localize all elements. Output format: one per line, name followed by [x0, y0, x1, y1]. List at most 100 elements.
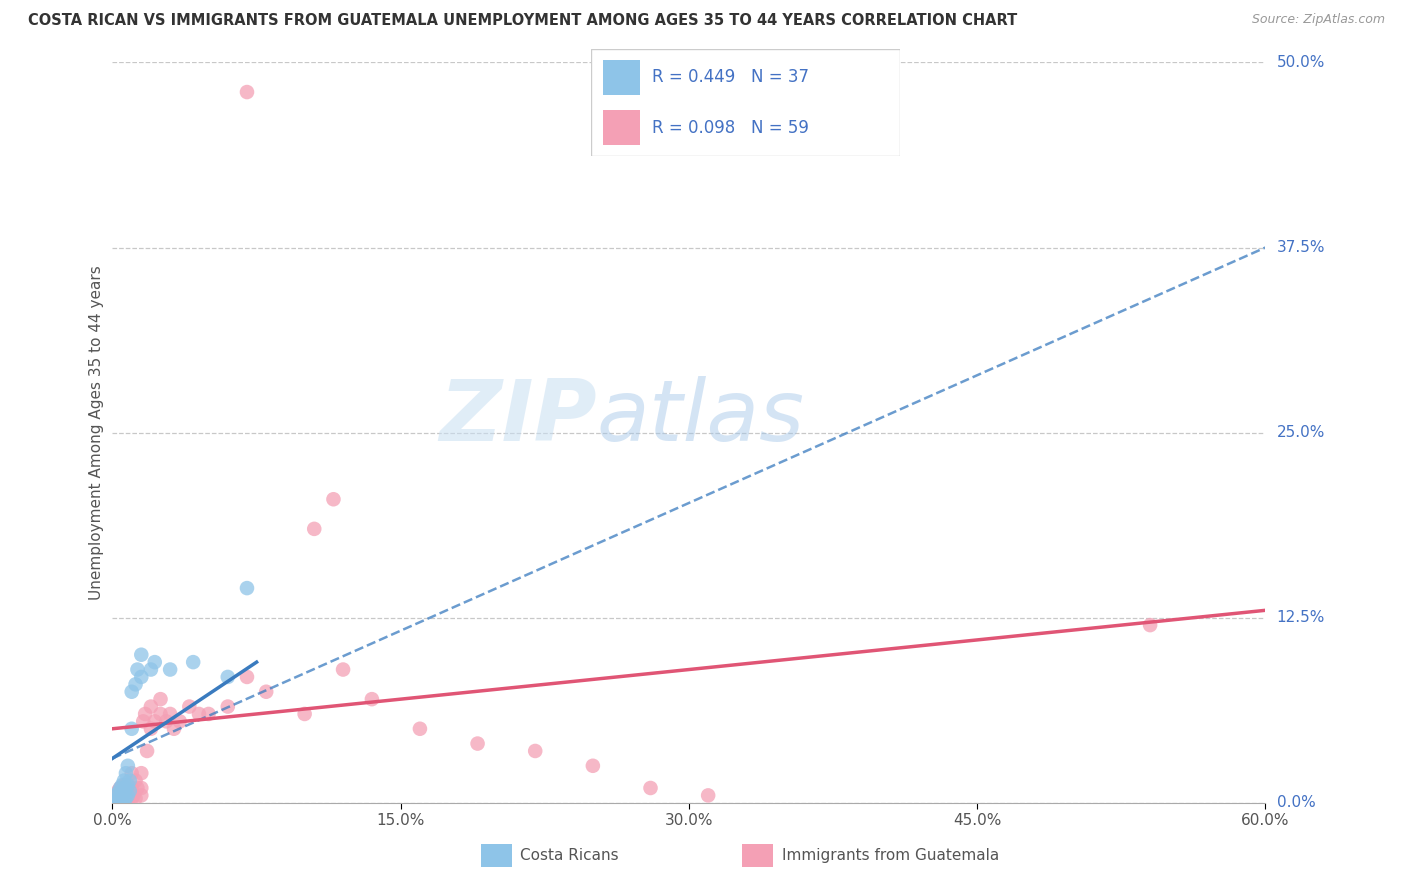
Point	[107, 791, 129, 805]
Point	[111, 789, 134, 803]
Point	[697, 789, 720, 803]
Point	[112, 773, 135, 788]
Point	[105, 796, 128, 810]
Point	[112, 793, 135, 807]
Point	[111, 796, 134, 810]
Bar	[603, 60, 640, 95]
Point	[134, 706, 156, 721]
Text: Immigrants from Guatemala: Immigrants from Guatemala	[782, 848, 1000, 863]
Text: COSTA RICAN VS IMMIGRANTS FROM GUATEMALA UNEMPLOYMENT AMONG AGES 35 TO 44 YEARS : COSTA RICAN VS IMMIGRANTS FROM GUATEMALA…	[28, 13, 1018, 29]
Point	[236, 85, 259, 99]
Point	[111, 784, 134, 798]
Point	[188, 706, 211, 721]
Point	[117, 796, 139, 810]
Point	[108, 793, 131, 807]
Point	[1139, 618, 1161, 632]
Text: 25.0%: 25.0%	[1277, 425, 1324, 440]
Point	[112, 778, 135, 792]
Text: Source: ZipAtlas.com: Source: ZipAtlas.com	[1251, 13, 1385, 27]
Point	[105, 793, 128, 807]
Point	[115, 780, 138, 795]
Text: R = 0.449   N = 37: R = 0.449 N = 37	[652, 69, 810, 87]
Point	[254, 685, 277, 699]
Point	[105, 789, 128, 803]
Point	[322, 492, 344, 507]
Point	[640, 780, 662, 795]
Point	[117, 789, 139, 803]
Bar	[603, 110, 640, 145]
Point	[129, 670, 153, 684]
Point	[236, 670, 259, 684]
Point	[217, 699, 239, 714]
Point	[121, 766, 143, 780]
Point	[139, 699, 162, 714]
Point	[149, 692, 172, 706]
Text: ZIP: ZIP	[439, 376, 596, 459]
Point	[197, 706, 219, 721]
Y-axis label: Unemployment Among Ages 35 to 44 years: Unemployment Among Ages 35 to 44 years	[89, 265, 104, 600]
Point	[179, 699, 201, 714]
Point	[155, 714, 177, 729]
Point	[121, 685, 143, 699]
Point	[111, 796, 134, 810]
Text: 0.0%: 0.0%	[1277, 796, 1315, 810]
Point	[107, 785, 129, 799]
Text: Costa Ricans: Costa Ricans	[520, 848, 619, 863]
Point	[121, 791, 143, 805]
Point	[129, 780, 153, 795]
Point	[169, 714, 191, 729]
Point	[304, 522, 326, 536]
Point	[136, 744, 159, 758]
Point	[118, 784, 141, 798]
Point	[127, 663, 149, 677]
Point	[124, 677, 146, 691]
Point	[467, 737, 489, 751]
Point	[159, 706, 181, 721]
Point	[107, 796, 129, 810]
Point	[582, 758, 605, 772]
Point	[143, 655, 166, 669]
Point	[112, 796, 135, 810]
Text: R = 0.098   N = 59: R = 0.098 N = 59	[652, 119, 810, 136]
Point	[112, 785, 135, 799]
Point	[115, 791, 138, 805]
Point	[117, 784, 139, 798]
Point	[117, 758, 139, 772]
Point	[524, 744, 547, 758]
Point	[108, 793, 131, 807]
Point	[163, 722, 186, 736]
Point	[107, 784, 129, 798]
Point	[118, 773, 141, 788]
Point	[129, 766, 153, 780]
Point	[111, 791, 134, 805]
Point	[111, 784, 134, 798]
Point	[112, 789, 135, 803]
Point	[121, 780, 143, 795]
Point	[332, 663, 354, 677]
Point	[122, 789, 145, 803]
Point	[139, 722, 162, 736]
Point	[111, 791, 134, 805]
Point	[124, 791, 146, 805]
Point	[294, 706, 316, 721]
Point	[129, 648, 153, 662]
Point	[181, 655, 204, 669]
Point	[409, 722, 432, 736]
Text: 12.5%: 12.5%	[1277, 610, 1324, 625]
Point	[159, 663, 181, 677]
Point	[236, 581, 259, 595]
FancyBboxPatch shape	[591, 49, 900, 156]
Point	[121, 722, 143, 736]
Point	[118, 789, 141, 803]
Point	[117, 778, 139, 792]
Point	[129, 789, 153, 803]
Point	[115, 780, 138, 795]
Point	[115, 766, 138, 780]
Point	[127, 780, 149, 795]
Point	[105, 796, 128, 810]
Point	[107, 796, 129, 810]
Point	[111, 778, 134, 792]
Point	[139, 663, 162, 677]
Point	[105, 789, 128, 803]
Text: atlas: atlas	[596, 376, 804, 459]
